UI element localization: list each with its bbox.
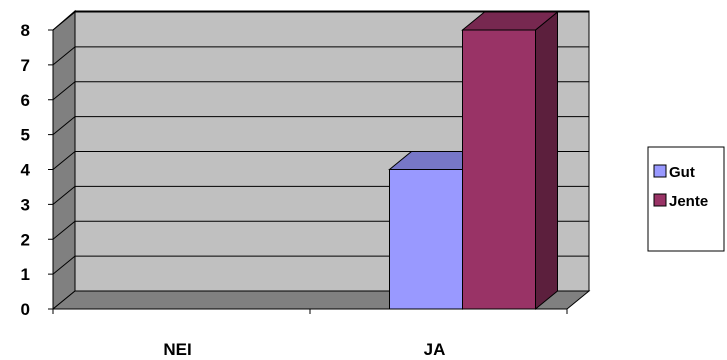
y-ticks: 0 1 2 3 4 5 6 7 8 [21, 21, 53, 319]
y-tick-label: 8 [21, 21, 30, 40]
gridline-side [52, 81, 76, 101]
y-tick-label: 7 [21, 56, 30, 75]
bar-jente-ja [461, 10, 559, 311]
legend-swatch [653, 193, 667, 207]
gridline-side [52, 255, 76, 275]
gridline-side [52, 151, 76, 170]
gridline-side [52, 116, 76, 136]
y-tick-label: 2 [21, 230, 30, 249]
y-tick-label: 0 [21, 300, 30, 319]
gridline-side [52, 185, 76, 205]
y-tick-label: 6 [21, 91, 30, 110]
bar-front-face [389, 169, 463, 310]
bar-front-face [462, 29, 536, 310]
y-tick-label: 1 [21, 265, 30, 284]
legend-label: Gut [669, 164, 695, 181]
y-tick-label: 4 [21, 161, 31, 180]
gridline-side [52, 46, 76, 66]
bar-side-face [535, 10, 558, 311]
category-label: JA [424, 340, 446, 359]
gridline-side [52, 11, 76, 31]
gridline-side [52, 220, 76, 240]
bars [388, 10, 559, 311]
legend-label: Jente [669, 193, 708, 210]
legend-swatch [653, 164, 667, 178]
category-labels: NEI JA [52, 309, 568, 359]
y-tick-label: 5 [21, 126, 30, 145]
legend: Gut Jente [647, 146, 725, 252]
y-tick-label: 3 [21, 195, 30, 214]
category-label: NEI [163, 340, 191, 359]
